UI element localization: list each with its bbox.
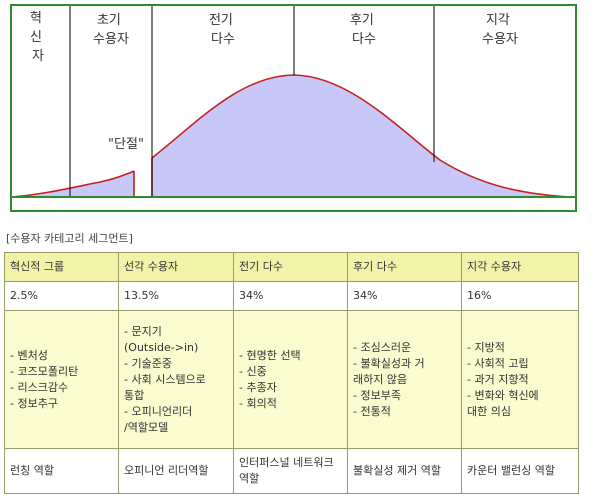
segment-label-late-majority: 후기 다수 (350, 13, 378, 47)
column-header: 후기 다수 (347, 251, 462, 283)
share-cell: 16% (461, 281, 579, 312)
trait-item: - 전통적 (353, 404, 391, 418)
adoption-curve (10, 170, 135, 198)
trait-list: - 벤처성 - 코즈모폴리탄 - 리스크감수 - 정보추구 (10, 348, 113, 412)
table-caption: [수용자 카테고리 세그먼트] (6, 232, 133, 245)
trait-item: - 사회 시스템으로 (124, 372, 206, 386)
segment-label-early-majority: 전기 다수 (209, 13, 237, 47)
share-cell: 34% (347, 281, 462, 312)
column-header: 혁신적 그룹 (4, 251, 119, 283)
role-cell: 인터퍼스널 네트워크 역할 (233, 447, 348, 495)
role-cell: 오피니언 리더역할 (118, 447, 234, 495)
trait-item: (Outside->in) (124, 340, 199, 354)
trait-item: - 리스크감수 (10, 380, 69, 394)
share-cell: 2.5% (4, 281, 119, 312)
chasm-label: "단절" (108, 137, 144, 152)
trait-item: - 변화와 혁신에 (467, 388, 539, 402)
trait-item: /역할모델 (124, 420, 169, 434)
adoption-curve-main (151, 74, 571, 198)
segment-label-laggards: 지각 수용자 (482, 13, 518, 47)
trait-item: - 기술준중 (124, 356, 172, 370)
trait-item: - 추종자 (239, 380, 277, 394)
share-cell: 13.5% (118, 281, 234, 312)
trait-item: 대한 의심 (467, 404, 511, 418)
trait-item: - 신중 (239, 364, 267, 378)
table-header-row: 혁신적 그룹 선각 수용자 전기 다수 후기 다수 지각 수용자 (4, 251, 579, 283)
trait-item: - 현명한 선택 (239, 348, 301, 362)
trait-item: - 회의적 (239, 396, 277, 410)
trait-list: - 현명한 선택 - 신중 - 추종자 - 회의적 (239, 348, 342, 412)
trait-item: - 오피니언리더 (124, 404, 193, 418)
role-cell: 불확실성 제거 역할 (347, 447, 462, 495)
trait-item: - 과거 지향적 (467, 372, 529, 386)
trait-item: 통합 (124, 388, 145, 402)
traits-row: - 벤처성 - 코즈모폴리탄 - 리스크감수 - 정보추구 - 문지기 (Outside… (4, 310, 579, 449)
role-cell: 카운터 밸런싱 역할 (461, 447, 579, 495)
column-header: 지각 수용자 (461, 251, 579, 283)
traits-cell: - 벤처성 - 코즈모폴리탄 - 리스크감수 - 정보추구 (4, 310, 119, 449)
adopter-segment-table: 혁신적 그룹 선각 수용자 전기 다수 후기 다수 지각 수용자 2.5% 13… (4, 251, 579, 495)
column-header: 선각 수용자 (118, 251, 234, 283)
segment-label-innovators: 혁 신 자 (30, 11, 46, 64)
adoption-curve-diagram: 혁 신 자 초기 수용자 전기 다수 후기 다수 지각 수용자 "단절" (10, 4, 577, 212)
trait-item: - 정보부족 (353, 388, 401, 402)
trait-item: - 벤처성 (10, 348, 48, 362)
trait-item: - 코즈모폴리탄 (10, 364, 79, 378)
traits-cell: - 현명한 선택 - 신중 - 추종자 - 회의적 (233, 310, 348, 449)
trait-item: 래하지 않음 (353, 372, 408, 386)
role-row: 런칭 역할 오피니언 리더역할 인터퍼스널 네트워크 역할 불확실성 제거 역할… (4, 447, 579, 495)
curve-fill-early (11, 171, 134, 197)
segment-label-early-adopters: 초기 수용자 (93, 13, 129, 47)
trait-item: - 조심스러운 (353, 340, 412, 354)
trait-item: - 문지기 (124, 324, 162, 338)
trait-item: - 불확실성과 거 (353, 356, 425, 370)
trait-item: - 정보추구 (10, 396, 58, 410)
trait-item: - 사회적 고립 (467, 356, 529, 370)
share-cell: 34% (233, 281, 348, 312)
trait-item: - 지방적 (467, 340, 505, 354)
role-cell: 런칭 역할 (4, 447, 119, 495)
column-header: 전기 다수 (233, 251, 348, 283)
curve-fill-main (152, 75, 570, 197)
share-row: 2.5% 13.5% 34% 34% 16% (4, 281, 579, 312)
